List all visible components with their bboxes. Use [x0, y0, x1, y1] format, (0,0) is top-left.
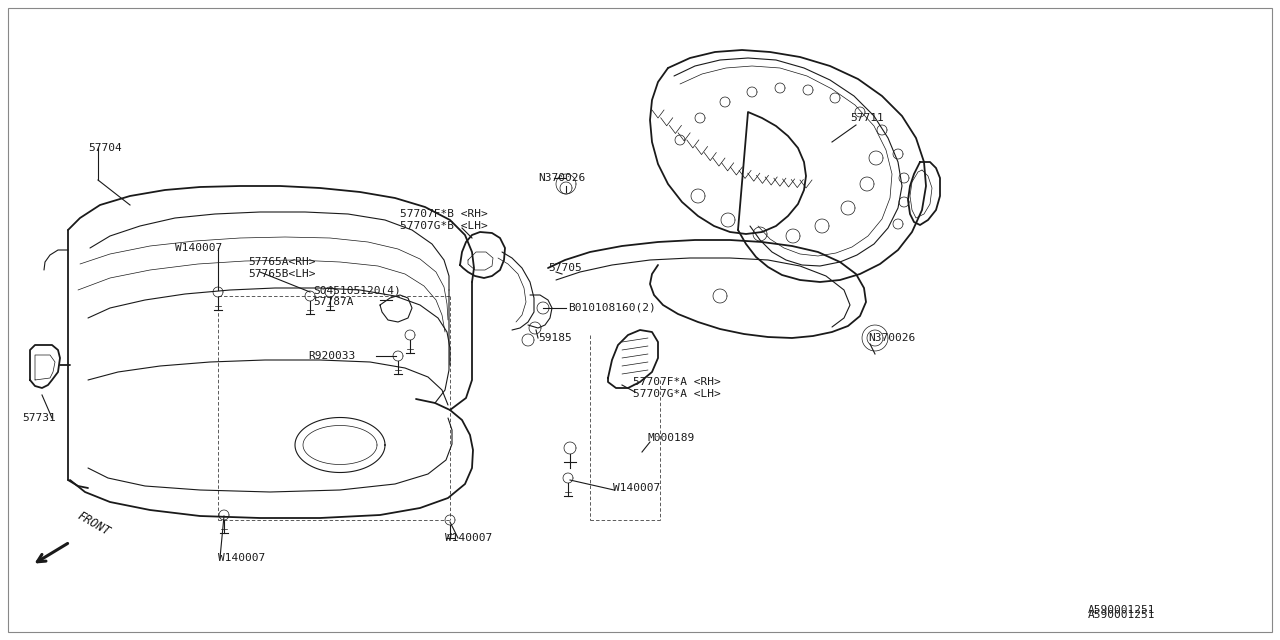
Text: M000189: M000189: [648, 433, 695, 443]
Text: 57707F*B <RH>
57707G*B <LH>: 57707F*B <RH> 57707G*B <LH>: [399, 209, 488, 231]
Text: 57707F*A <RH>
57707G*A <LH>: 57707F*A <RH> 57707G*A <LH>: [634, 377, 721, 399]
Text: 57705: 57705: [548, 263, 581, 273]
Text: A590001251: A590001251: [1088, 605, 1155, 615]
Text: 59185: 59185: [538, 333, 572, 343]
Text: A590001251: A590001251: [1088, 610, 1155, 620]
Text: N370026: N370026: [868, 333, 915, 343]
Text: S045105120(4)
57787A: S045105120(4) 57787A: [314, 285, 401, 307]
Text: 57765A<RH>
57765B<LH>: 57765A<RH> 57765B<LH>: [248, 257, 315, 279]
Text: FRONT: FRONT: [76, 509, 113, 538]
Text: 57711: 57711: [850, 113, 883, 123]
Text: W140007: W140007: [445, 533, 493, 543]
Text: W140007: W140007: [218, 553, 265, 563]
Text: 57704: 57704: [88, 143, 122, 153]
Text: R920033: R920033: [308, 351, 356, 361]
Text: W140007: W140007: [613, 483, 660, 493]
Text: B010108160(2): B010108160(2): [568, 303, 655, 313]
Text: W140007: W140007: [175, 243, 223, 253]
Text: N370026: N370026: [538, 173, 585, 183]
Text: 57731: 57731: [22, 413, 56, 423]
